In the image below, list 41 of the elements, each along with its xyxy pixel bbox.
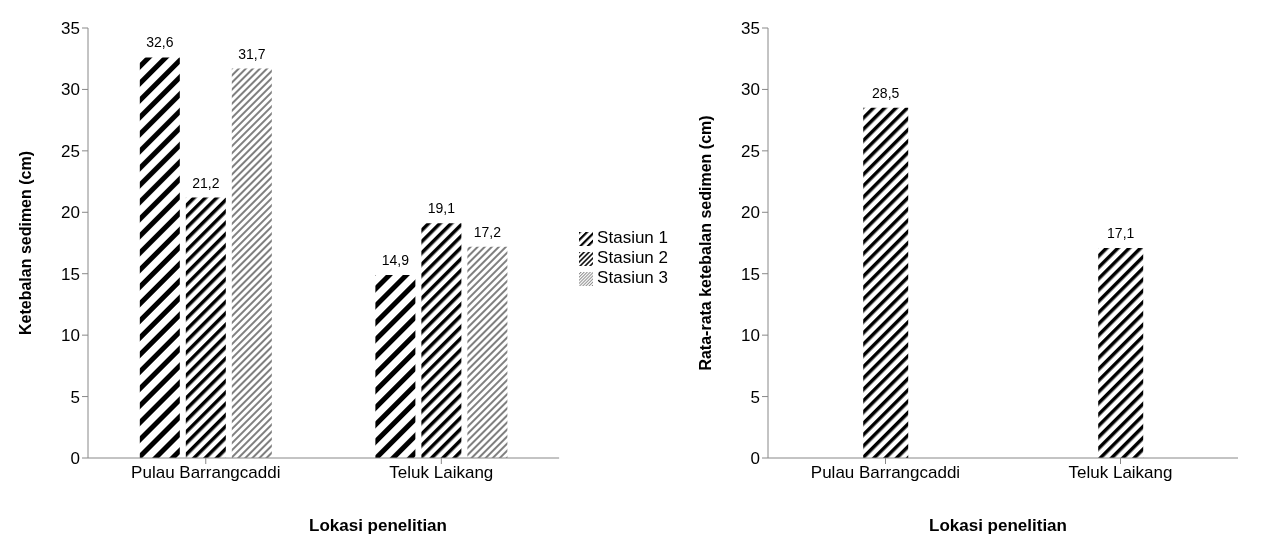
- y-tick-label: 5: [750, 387, 760, 407]
- data-label: 32,6: [146, 34, 174, 51]
- data-label: 21,2: [192, 174, 220, 191]
- y-tick-label: 15: [61, 264, 80, 284]
- legend-label: Stasiun 1: [597, 228, 668, 247]
- bar: [139, 57, 180, 458]
- bar: [421, 223, 462, 458]
- bar: [375, 274, 416, 458]
- legend-label: Stasiun 3: [597, 268, 668, 287]
- bar: [185, 197, 226, 458]
- data-label: 17,1: [1107, 224, 1135, 241]
- x-axis-title: Lokasi penelitian: [928, 516, 1068, 536]
- x-tick-label: Pulau Barrangcaddi: [810, 463, 961, 483]
- data-label: 19,1: [427, 200, 456, 217]
- y-tick-label: 0: [70, 449, 80, 469]
- y-tick-label: 10: [61, 326, 80, 346]
- data-label: 14,9: [381, 251, 410, 268]
- y-tick-label: 0: [750, 449, 760, 469]
- x-tick-label: Teluk Laikang: [389, 463, 494, 483]
- y-tick-label: 10: [741, 326, 760, 346]
- x-tick-label: Pulau Barrangcaddi: [131, 463, 281, 483]
- y-tick-label: 25: [741, 141, 760, 161]
- y-axis-title: Rata-rata ketebalan sedimen (cm): [696, 115, 714, 371]
- data-label: 31,7: [238, 45, 266, 62]
- y-tick-label: 20: [741, 203, 760, 223]
- x-tick-label: Teluk Laikang: [1068, 463, 1173, 483]
- y-tick-label: 15: [741, 264, 760, 284]
- legend-label: Stasiun 2: [597, 248, 668, 267]
- y-axis-title: Ketebalan sedimen (cm): [16, 150, 34, 336]
- x-axis-title: Lokasi penelitian: [308, 516, 448, 536]
- y-tick-label: 20: [61, 203, 80, 223]
- bar: [231, 68, 272, 458]
- bar: [467, 246, 508, 458]
- y-tick-label: 5: [70, 387, 80, 407]
- y-tick-label: 25: [61, 141, 80, 161]
- data-label: 28,5: [872, 84, 900, 101]
- y-tick-label: 30: [741, 80, 760, 100]
- y-tick-label: 35: [61, 19, 80, 39]
- y-tick-label: 35: [741, 19, 760, 39]
- data-label: 17,2: [473, 223, 502, 240]
- y-tick-label: 30: [61, 80, 80, 100]
